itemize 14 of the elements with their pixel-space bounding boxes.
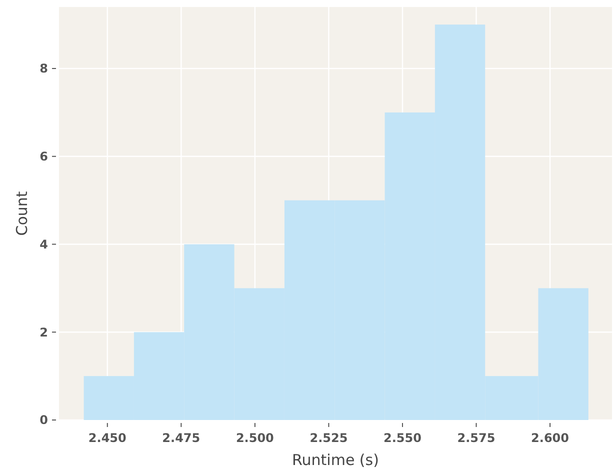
y-tick-label: 8 — [40, 62, 48, 76]
y-tick-label: 6 — [40, 150, 48, 164]
x-tick-label: 2.600 — [531, 431, 570, 445]
x-tick-label: 2.475 — [162, 431, 200, 445]
x-tick-label: 2.575 — [457, 431, 496, 445]
y-tick-label: 0 — [40, 413, 48, 428]
x-tick-label: 2.500 — [236, 431, 274, 445]
x-tick-label: 2.525 — [310, 431, 348, 445]
x-axis-title: Runtime (s) — [292, 451, 379, 469]
x-tick-label: 2.450 — [88, 431, 126, 445]
y-tick-label: 4 — [40, 237, 48, 252]
x-tick-label: 2.550 — [384, 431, 422, 445]
y-tick-label: 2 — [40, 325, 48, 340]
y-axis-title: Count — [13, 191, 31, 236]
